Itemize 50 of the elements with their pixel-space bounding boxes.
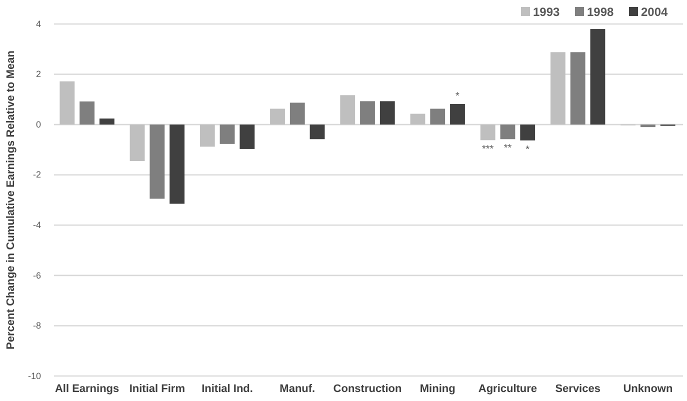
bar: [410, 114, 426, 125]
bar: [270, 108, 285, 125]
bar: [200, 124, 215, 147]
x-tick-label: All Earnings: [54, 383, 120, 395]
y-axis-title: Percent Change in Cumulative Earnings Relative to Mean: [5, 50, 17, 350]
bar: [360, 101, 375, 125]
y-tick-label: 2: [36, 69, 41, 80]
legend-label: 1998: [587, 5, 614, 19]
y-tick-label: -8: [32, 320, 41, 331]
bar: [500, 124, 516, 140]
y-tick-label: -4: [32, 220, 41, 230]
bar: [220, 124, 235, 144]
bar: [450, 104, 465, 125]
data-label: *: [526, 144, 530, 156]
data-label: ***: [482, 144, 494, 156]
x-tick-label: Initial Firm: [129, 383, 186, 395]
y-tick-label: -2: [32, 170, 41, 180]
bar: [240, 124, 255, 149]
bar: [170, 124, 185, 204]
y-tick-label: 0: [36, 119, 41, 130]
x-tick-label: Manuf.: [280, 383, 316, 395]
bar: [480, 124, 496, 140]
bar: [80, 101, 95, 125]
y-tick-label: 4: [36, 18, 41, 29]
bar: [99, 118, 114, 125]
bar: [150, 124, 165, 199]
bar: [340, 95, 356, 125]
bar: [290, 102, 305, 125]
x-tick-label: Agriculture: [478, 383, 538, 395]
bar: [430, 108, 446, 125]
bar: [380, 101, 395, 125]
bar: [310, 124, 325, 140]
y-tick-label: -10: [28, 370, 41, 381]
bar: [60, 81, 75, 125]
legend-label: 2004: [641, 5, 668, 19]
bar: [590, 29, 606, 125]
legend-label: 1993: [533, 5, 560, 19]
data-label: **: [504, 143, 512, 154]
data-label: *: [456, 90, 460, 102]
x-tick-label: Unknown: [623, 383, 673, 395]
x-tick-label: Initial Ind.: [202, 383, 253, 395]
x-tick-label: Services: [555, 383, 600, 395]
bar: [570, 52, 586, 125]
x-tick-label: Construction: [333, 383, 402, 395]
x-tick-label: Mining: [420, 383, 456, 395]
y-tick-label: -6: [32, 270, 41, 280]
bar: [550, 52, 566, 125]
bar: [520, 124, 536, 140]
bar: [130, 124, 145, 162]
bar: [640, 124, 656, 128]
